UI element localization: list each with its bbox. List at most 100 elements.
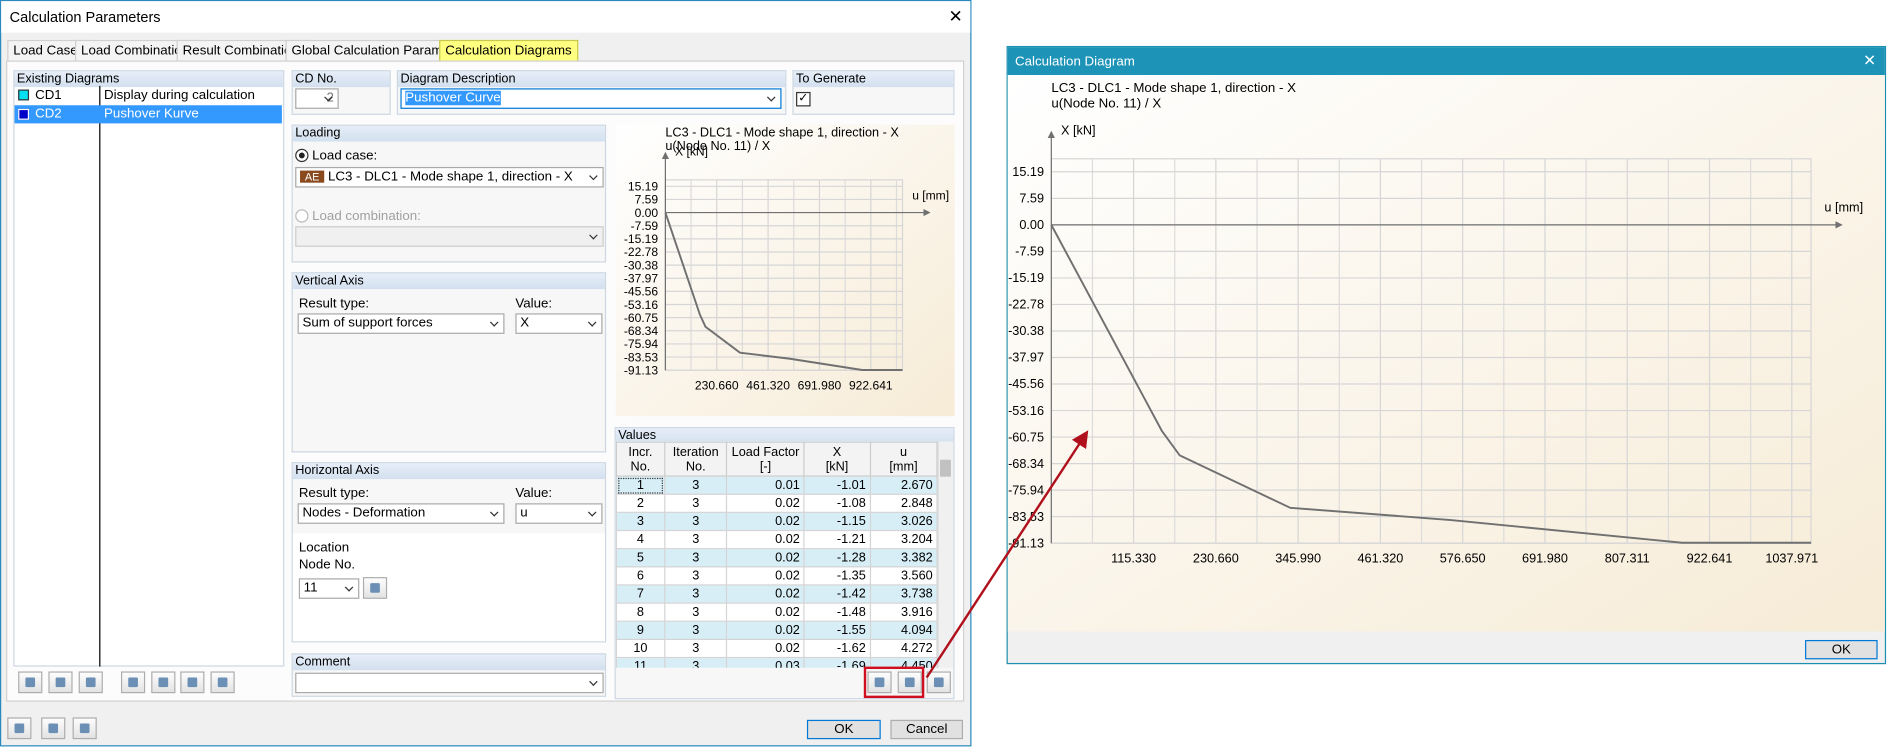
- select[interactable]: Nodes - Deformation: [297, 503, 505, 524]
- cell: 3: [663, 620, 728, 640]
- cell: 3: [663, 548, 728, 568]
- cell: 0.02: [726, 566, 805, 586]
- diagram-id[interactable]: CD1: [35, 88, 62, 103]
- row: 5 3 0.02 -1.28 3.382: [615, 548, 938, 568]
- ok-button[interactable]: OK: [1805, 639, 1878, 660]
- diagram-name[interactable]: Display during calculation: [104, 88, 255, 103]
- icon-button[interactable]: [926, 671, 951, 694]
- row: 10 3 0.02 -1.62 4.272: [615, 638, 938, 659]
- cell: 3: [615, 511, 666, 532]
- ok-button[interactable]: OK: [806, 719, 881, 740]
- group-header: To Generate: [793, 71, 954, 88]
- group-header: Loading: [292, 125, 605, 142]
- group-header: Horizontal Axis: [292, 463, 605, 480]
- load-case-select[interactable]: AE LC3 - DLC1 - Mode shape 1, direction …: [295, 166, 604, 188]
- column-header: Iteration No.: [663, 441, 728, 477]
- swatch: [18, 89, 30, 101]
- column-header: u [mm]: [869, 441, 938, 477]
- cell: 0.02: [726, 493, 805, 513]
- tab[interactable]: Result Combinations: [176, 39, 312, 61]
- cell: -1.28: [803, 548, 871, 568]
- row: 7 3 0.02 -1.42 3.738: [615, 584, 938, 604]
- cell: 8: [615, 602, 666, 622]
- close-button[interactable]: ✕: [1863, 50, 1877, 69]
- cell: -1.21: [803, 529, 871, 550]
- load-combination-select[interactable]: [295, 226, 604, 247]
- row: 9 3 0.02 -1.55 4.094: [615, 620, 938, 640]
- cell: 3: [663, 493, 728, 513]
- cd-no-input[interactable]: 2: [295, 88, 339, 109]
- select[interactable]: u: [515, 503, 603, 524]
- comment-input[interactable]: [295, 672, 604, 694]
- icon-button[interactable]: [180, 671, 205, 694]
- node-select[interactable]: 11: [298, 578, 360, 599]
- tag: AE: [300, 170, 325, 183]
- cancel-button[interactable]: Cancel: [890, 719, 964, 740]
- divider: [99, 85, 101, 667]
- radio[interactable]: [295, 148, 309, 163]
- cell: 2.670: [869, 475, 938, 495]
- row: 4 3 0.02 -1.21 3.204: [615, 529, 938, 550]
- select[interactable]: X: [515, 313, 603, 334]
- header-text: No.: [685, 459, 706, 474]
- label: Load case:: [312, 148, 378, 164]
- cell: 3: [663, 656, 728, 668]
- close-button[interactable]: ✕: [948, 6, 963, 26]
- selected-row[interactable]: [14, 105, 282, 124]
- header-text: u: [899, 444, 908, 460]
- cell: 3.916: [869, 602, 938, 622]
- header-text: X: [832, 444, 842, 460]
- table: Incr. No. Iteration No. Load Factor [-] X [kN] u…: [615, 441, 938, 668]
- diagram-name[interactable]: Pushover Kurve: [104, 106, 199, 121]
- icon-button[interactable]: [41, 717, 66, 740]
- cell: -1.15: [803, 511, 871, 532]
- cell: -1.55: [803, 620, 871, 640]
- group-header: Existing Diagrams: [14, 71, 284, 88]
- cell: 0.02: [726, 511, 805, 532]
- description-input[interactable]: Pushover Curve: [400, 88, 782, 109]
- icon-button[interactable]: [897, 671, 922, 694]
- cell: 2: [615, 493, 666, 513]
- icon-button[interactable]: [48, 671, 73, 694]
- cell: 3.382: [869, 548, 938, 568]
- vertical-axis-group: Vertical Axis: [291, 272, 607, 453]
- diagram-window: [1006, 45, 1887, 665]
- row: 1 3 0.01 -1.01 2.670: [615, 475, 938, 495]
- icon-button[interactable]: [72, 717, 97, 740]
- label: Value:: [515, 296, 553, 311]
- tab-active[interactable]: Calculation Diagrams: [439, 39, 578, 61]
- pick-button[interactable]: [362, 577, 388, 599]
- group-header: Vertical Axis: [292, 273, 605, 290]
- cell: 0.02: [726, 620, 805, 640]
- tab[interactable]: Global Calculation Parameters: [285, 39, 479, 61]
- icon-button[interactable]: [78, 671, 103, 694]
- icon-button[interactable]: [120, 671, 146, 694]
- icon-button[interactable]: [210, 671, 235, 694]
- label: Load combination:: [312, 209, 421, 224]
- description-text: Pushover Curve: [405, 90, 501, 106]
- icon-button[interactable]: [867, 671, 892, 694]
- cell: -1.08: [803, 493, 871, 513]
- generate-group: To Generate: [792, 70, 955, 115]
- header-text: [kN]: [825, 459, 849, 474]
- icon-button[interactable]: [151, 671, 176, 694]
- cell: 9: [615, 620, 666, 640]
- scroll-thumb[interactable]: [940, 459, 951, 477]
- icon-button[interactable]: [18, 671, 43, 694]
- cell: 0.03: [726, 656, 805, 668]
- select[interactable]: Sum of support forces: [297, 313, 505, 334]
- swatch: [18, 108, 30, 120]
- icon-button[interactable]: [7, 717, 32, 740]
- group-header: Comment: [292, 654, 605, 671]
- cell: -1.01: [803, 475, 871, 495]
- checkbox[interactable]: ✓: [796, 91, 811, 107]
- diagram-id[interactable]: CD2: [35, 106, 62, 121]
- values-table: Incr. No. Iteration No. Load Factor [-] X [kN] u…: [615, 441, 938, 668]
- existing-diagrams: Existing Diagrams: [13, 70, 285, 667]
- cell: 3: [663, 475, 728, 495]
- cell: 5: [615, 548, 666, 568]
- radio[interactable]: [295, 209, 309, 223]
- window-title: Calculation Diagram: [1015, 54, 1135, 69]
